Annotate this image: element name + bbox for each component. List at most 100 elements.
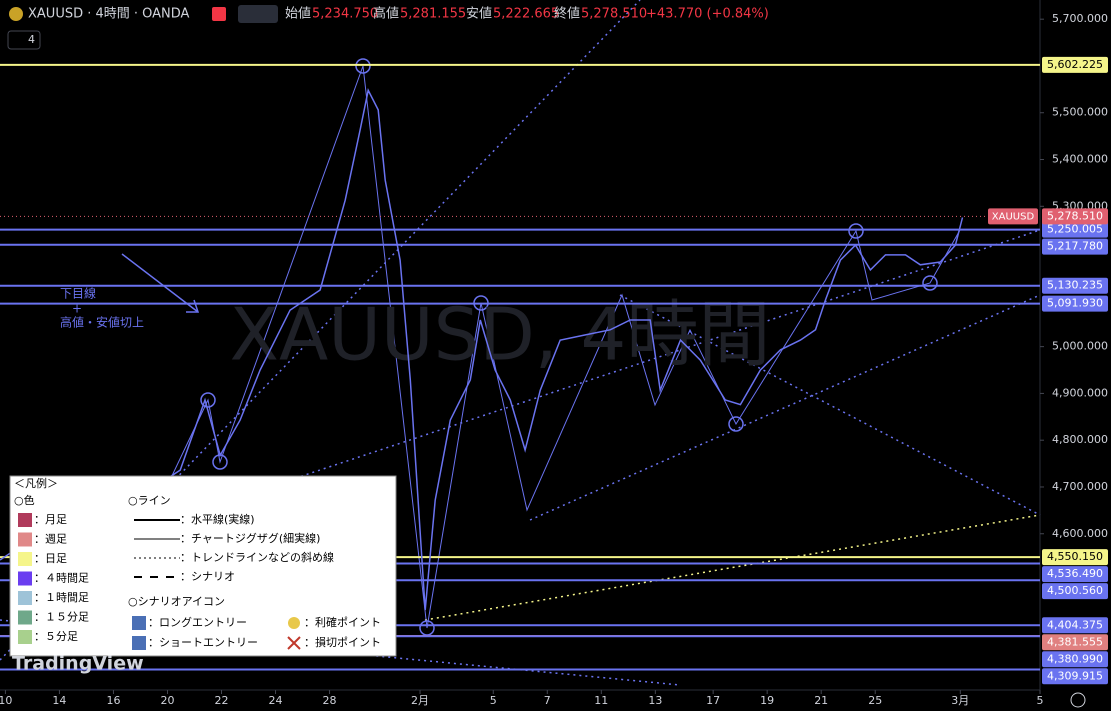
long-icon bbox=[132, 616, 146, 630]
ohlc-value: 5,278.510 bbox=[581, 7, 647, 22]
ohlc-label: 終値 bbox=[554, 6, 580, 22]
trendline bbox=[619, 294, 1041, 516]
legend-label: ：水平線(実線) bbox=[180, 512, 255, 526]
price-line bbox=[0, 88, 964, 611]
last-price-bg bbox=[1042, 208, 1108, 225]
y-tick-label: 4,800.000 bbox=[1052, 433, 1108, 446]
settings[interactable] bbox=[1070, 692, 1086, 708]
legend-swatch bbox=[18, 532, 32, 547]
legend-label: ：ロングエントリー bbox=[148, 615, 247, 629]
legend-swatch bbox=[18, 591, 32, 605]
stop-loss-icon bbox=[287, 636, 301, 650]
legend-swatch bbox=[18, 513, 32, 527]
interval: 4 bbox=[28, 33, 35, 46]
legend-swatch bbox=[18, 630, 32, 644]
legend-label: ：１時間足 bbox=[34, 591, 89, 604]
ohlc-value: 5,281.155 bbox=[400, 7, 466, 22]
ohlc-label: 安値 bbox=[466, 6, 492, 22]
level-label-bg bbox=[1042, 221, 1108, 238]
level-label-bg bbox=[1042, 277, 1108, 294]
legend-title: ＜凡例＞ bbox=[14, 476, 58, 490]
level-label: 4,404.375 bbox=[1047, 618, 1103, 631]
logo: TradingView bbox=[12, 653, 144, 675]
x-tick-label: 7 bbox=[544, 694, 551, 707]
level-label: 5,217.780 bbox=[1047, 240, 1103, 253]
pivot-circle bbox=[728, 416, 744, 432]
last-price-label: 5,278.510 bbox=[1047, 209, 1103, 222]
level-label: 5,130.235 bbox=[1047, 279, 1103, 292]
y-tick-label: 5,400.000 bbox=[1052, 153, 1108, 166]
x-tick-label: 10 bbox=[0, 694, 12, 707]
legend-heading: ○シナリオアイコン bbox=[128, 595, 225, 608]
legend-label: ：チャートジグザグ(細実線) bbox=[180, 531, 320, 545]
flag bbox=[212, 7, 226, 21]
trendline bbox=[424, 514, 1041, 621]
x-tick-label: 3月 bbox=[951, 694, 969, 707]
legend-label: ：５分足 bbox=[34, 630, 78, 643]
legend-label: ：日足 bbox=[34, 552, 67, 565]
watermark: XAUUSD, 4時間 bbox=[230, 293, 771, 377]
x-tick-label: 19 bbox=[760, 694, 774, 707]
y-tick-label: 5,000.000 bbox=[1052, 340, 1108, 353]
x-tick-label: 25 bbox=[868, 694, 882, 707]
legend-background bbox=[9, 475, 397, 657]
take-profit-icon bbox=[288, 617, 300, 629]
ohlc-label: 高値 bbox=[373, 6, 399, 22]
x-tick-label: 11 bbox=[594, 694, 608, 707]
legend-swatch bbox=[18, 552, 32, 566]
level-label: 4,380.990 bbox=[1047, 652, 1103, 665]
annotation: 下目線 bbox=[60, 286, 96, 301]
level-label-bg bbox=[1042, 668, 1108, 685]
legend-label: ：４時間足 bbox=[34, 572, 89, 585]
level-label-bg bbox=[1042, 56, 1108, 73]
level-label-bg bbox=[1042, 238, 1108, 255]
level-label: 5,250.005 bbox=[1047, 223, 1103, 236]
x-tick-label: 22 bbox=[215, 694, 229, 707]
legend-box: ＜凡例＞ ○色 ：月足 ：週足 ：日足 ：４時間足 ：１時間足 ：１５分足 ：５分足 ○ライ… bbox=[9, 475, 397, 657]
legend-label: ：ショートエントリー bbox=[148, 636, 258, 649]
level-label: 5,091.930 bbox=[1047, 297, 1103, 310]
ohlc-value: 5,222.665 bbox=[493, 7, 559, 22]
short-icon bbox=[132, 636, 146, 650]
annotation: 高値・安値切上 bbox=[60, 315, 144, 330]
ohlc-label: 始値 bbox=[285, 6, 311, 22]
x-tick-label: 20 bbox=[160, 694, 174, 707]
y-tick-label: 4,700.000 bbox=[1052, 480, 1108, 493]
y-tick-label: 4,600.000 bbox=[1052, 527, 1108, 540]
y-tick-label: 5,700.000 bbox=[1052, 12, 1108, 25]
level-label-bg bbox=[1042, 651, 1108, 668]
x-tick-label: 5 bbox=[1037, 694, 1044, 707]
level-label: 4,536.490 bbox=[1047, 567, 1103, 580]
x-tick-label: 28 bbox=[323, 694, 337, 707]
level-label-bg bbox=[1042, 634, 1108, 651]
legend-label: ：週足 bbox=[34, 533, 67, 546]
symbol-tag: XAUUSD bbox=[992, 211, 1035, 222]
x-tick-label: 21 bbox=[814, 694, 828, 707]
symbol-tag-bg bbox=[988, 208, 1038, 225]
pivot-circle bbox=[848, 223, 864, 239]
x-tick-label: 13 bbox=[648, 694, 662, 707]
x-tick-label: 17 bbox=[706, 694, 720, 707]
arrow bbox=[121, 253, 199, 313]
pivot-circle bbox=[922, 275, 938, 291]
level-label-bg bbox=[1042, 617, 1108, 634]
interval-badge[interactable] bbox=[7, 30, 41, 50]
level-label: 4,309.915 bbox=[1047, 669, 1103, 682]
legend-heading: ○ライン bbox=[128, 494, 171, 507]
legend-label: ：トレンドラインなどの斜め線 bbox=[180, 550, 334, 564]
ohlc-value: 5,234.750 bbox=[312, 7, 378, 22]
level-label: 5,602.225 bbox=[1047, 58, 1103, 71]
level-label: 4,500.560 bbox=[1047, 584, 1103, 597]
x-tick-label: 2月 bbox=[411, 694, 429, 707]
x-tick-label: 14 bbox=[52, 694, 66, 707]
zigzag bbox=[169, 65, 961, 629]
legend-heading: ○色 bbox=[14, 493, 35, 507]
symbol: XAUUSD · 4時間 · OANDA bbox=[28, 7, 190, 22]
toggle[interactable] bbox=[238, 5, 278, 23]
x-tick-label: 5 bbox=[490, 694, 497, 707]
level-label-bg bbox=[1042, 295, 1108, 312]
legend-label: ：利確ポイント bbox=[304, 615, 381, 629]
legend-label: ：損切ポイント bbox=[304, 635, 381, 649]
legend-label: ：月足 bbox=[34, 513, 67, 526]
